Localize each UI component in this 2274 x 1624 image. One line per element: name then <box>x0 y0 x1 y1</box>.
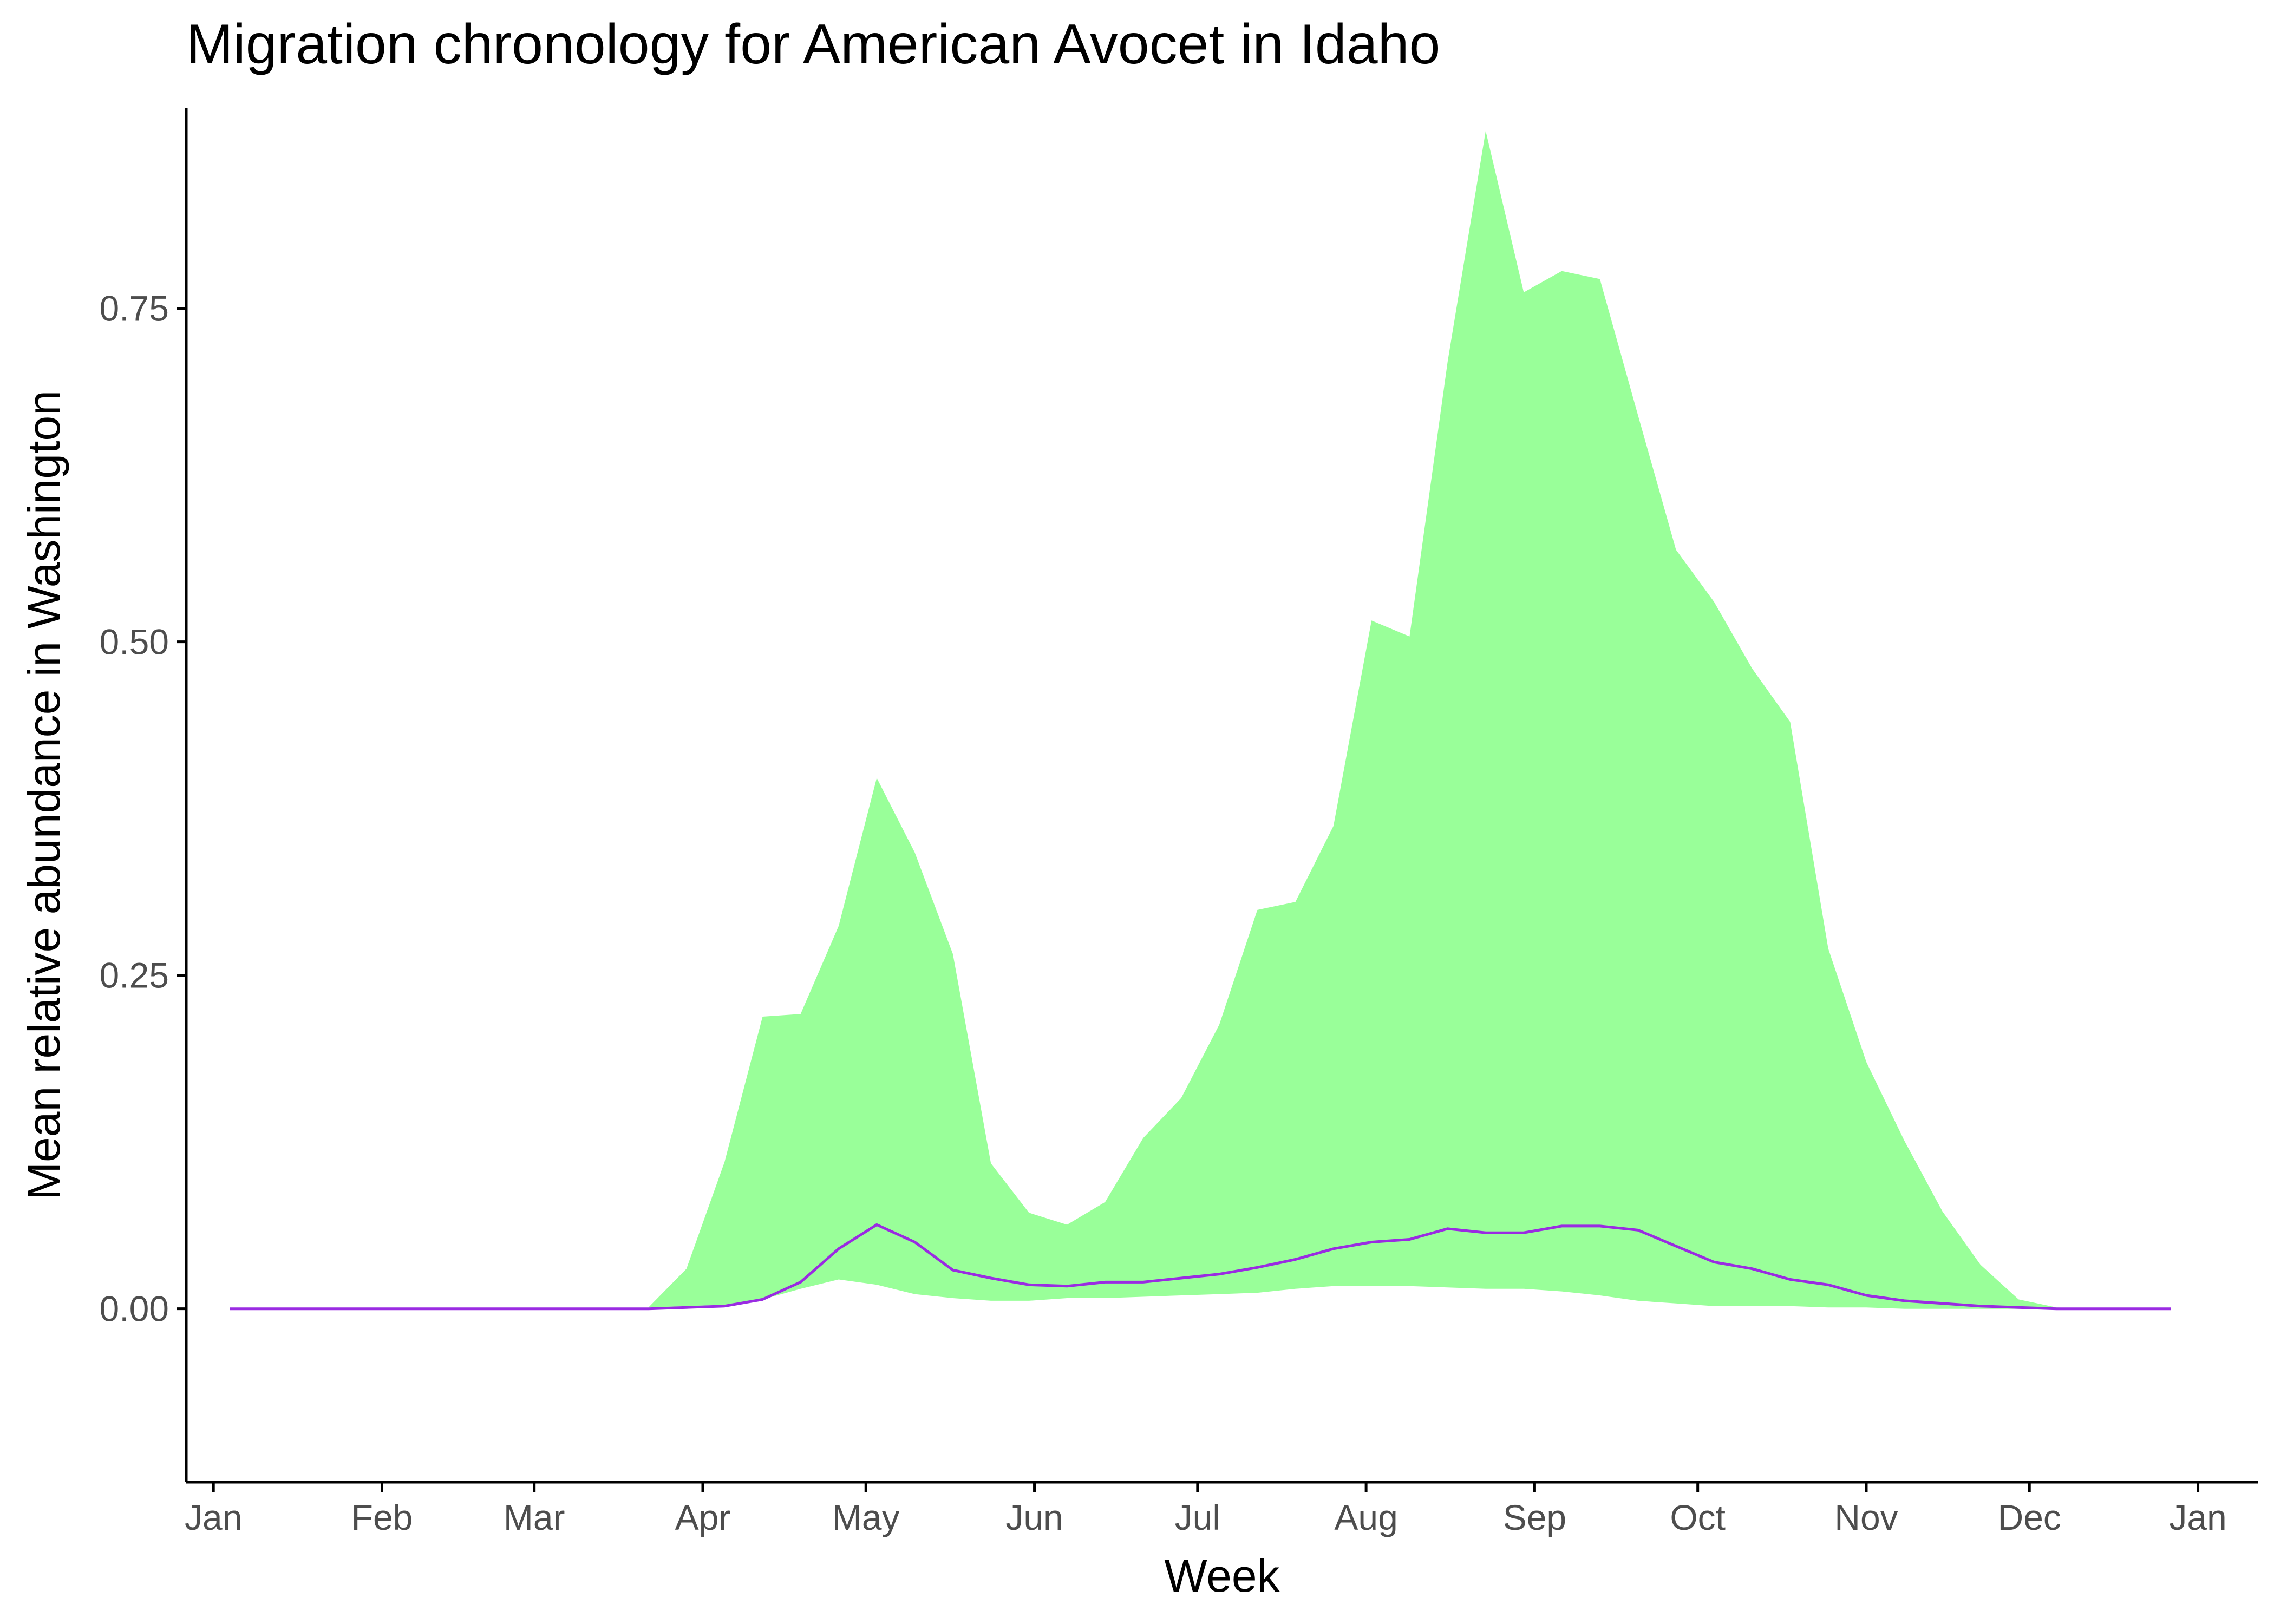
plot-area <box>230 130 2171 1311</box>
x-tick-label: Jun <box>1005 1497 1063 1537</box>
x-tick-label: Dec <box>1998 1497 2061 1537</box>
x-tick-label: May <box>832 1497 900 1537</box>
x-axis-title: Week <box>1164 1550 1280 1601</box>
x-axis: Jan Feb Mar Apr May Jun Jul Aug Sep Oct Nov Dec Jan <box>185 1482 2227 1537</box>
y-axis-title: Mean relative abundance in Washington <box>18 390 69 1200</box>
y-tick-label: 0.00 <box>100 1289 169 1329</box>
x-tick-label: Jan <box>185 1497 242 1537</box>
y-axis: 0.00 0.25 0.50 0.75 <box>100 289 186 1329</box>
x-tick-label: Nov <box>1834 1497 1898 1537</box>
x-tick-label: Mar <box>504 1497 565 1537</box>
x-tick-label: Aug <box>1334 1497 1397 1537</box>
x-tick-label: Sep <box>1503 1497 1566 1537</box>
x-tick-label: Jan <box>2169 1497 2226 1537</box>
x-tick-label: Feb <box>351 1497 413 1537</box>
y-tick-label: 0.25 <box>100 955 169 996</box>
y-tick-label: 0.75 <box>100 289 169 329</box>
x-tick-label: Oct <box>1670 1497 1726 1537</box>
y-tick-label: 0.50 <box>100 622 169 662</box>
x-tick-label: Apr <box>675 1497 731 1537</box>
chart-title: Migration chronology for American Avocet… <box>186 13 1441 76</box>
x-tick-label: Jul <box>1175 1497 1220 1537</box>
abundance-band <box>230 130 2171 1309</box>
mean-abundance-line <box>230 1223 2171 1311</box>
